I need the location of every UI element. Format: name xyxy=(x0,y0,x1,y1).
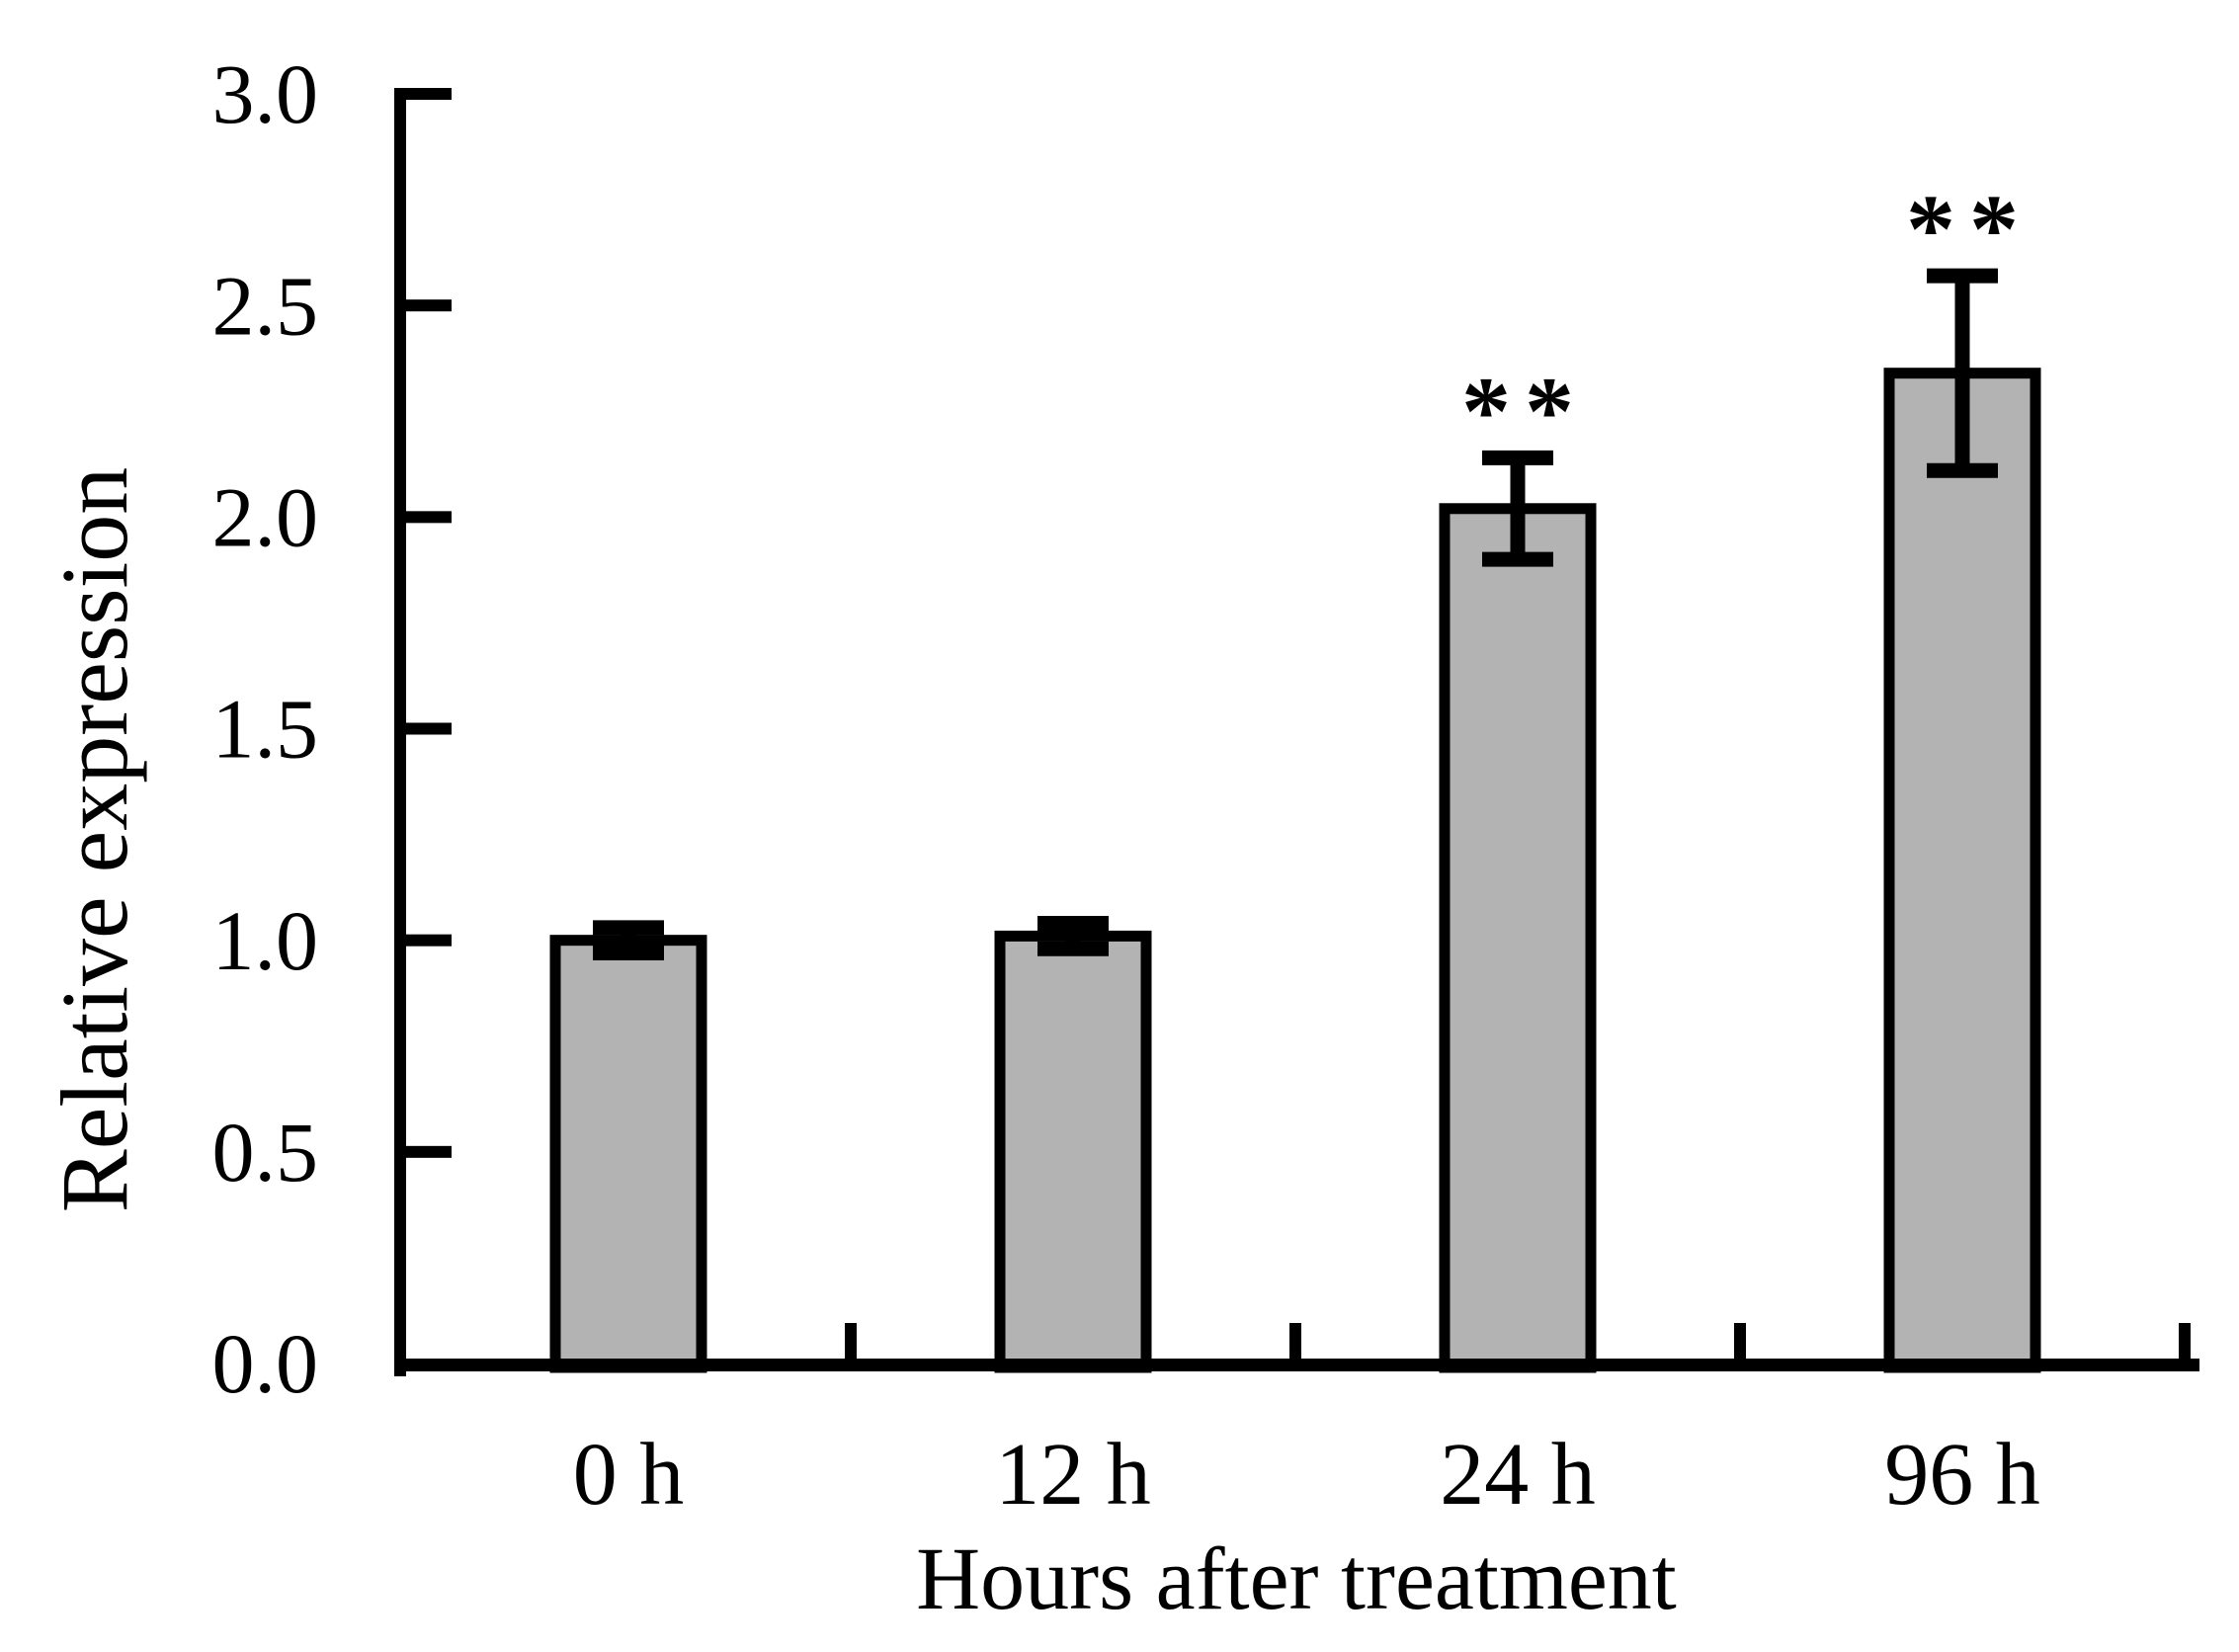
y-tick-label-2.0: 2.0 xyxy=(212,470,319,565)
y-tick-label-1.5: 1.5 xyxy=(212,682,319,777)
y-tick-1.0 xyxy=(406,934,452,947)
annotations-group: ** ** xyxy=(1461,174,2032,465)
bars-group xyxy=(549,368,2041,1373)
y-tick-label-1.0: 1.0 xyxy=(212,893,319,988)
error-bars-group xyxy=(593,268,1998,961)
y-tick-label-0.5: 0.5 xyxy=(212,1105,319,1199)
x-tick-1 xyxy=(845,1323,857,1359)
x-tick-3 xyxy=(1734,1323,1746,1359)
bar-0h xyxy=(549,935,707,1373)
y-axis-title: Relative expression xyxy=(41,467,147,1212)
bar-96h xyxy=(1883,368,2041,1373)
y-tick-2.5 xyxy=(406,299,452,312)
y-tick-2.0 xyxy=(406,511,452,524)
category-label-0h: 0 h xyxy=(573,1426,685,1524)
y-axis-line xyxy=(394,88,406,1376)
bar-24h xyxy=(1439,503,1597,1373)
y-tick-label-3.0: 3.0 xyxy=(212,46,319,141)
category-label-12h: 12 h xyxy=(995,1426,1151,1524)
x-tick-2 xyxy=(1289,1323,1301,1359)
significance-marker-96h: ** xyxy=(1906,174,2032,284)
y-tick-label-0.0: 0.0 xyxy=(212,1316,319,1411)
x-tick-4 xyxy=(2179,1323,2191,1359)
y-tick-1.5 xyxy=(406,722,452,735)
bar-12h xyxy=(994,930,1152,1373)
tick-labels-group: 0.0 0.5 1.0 1.5 2.0 2.5 3.0 0 h 12 h 24 h 96 h xyxy=(212,46,2040,1524)
y-tick-label-2.5: 2.5 xyxy=(212,258,319,353)
x-axis-line xyxy=(394,1359,2199,1371)
axes-group xyxy=(394,88,2199,1376)
y-tick-0.5 xyxy=(406,1145,452,1158)
significance-marker-24h: ** xyxy=(1461,356,1588,465)
y-tick-3.0 xyxy=(406,88,452,100)
category-label-96h: 96 h xyxy=(1884,1426,2040,1524)
x-axis-title: Hours after treatment xyxy=(916,1530,1677,1628)
category-label-24h: 24 h xyxy=(1440,1426,1596,1524)
